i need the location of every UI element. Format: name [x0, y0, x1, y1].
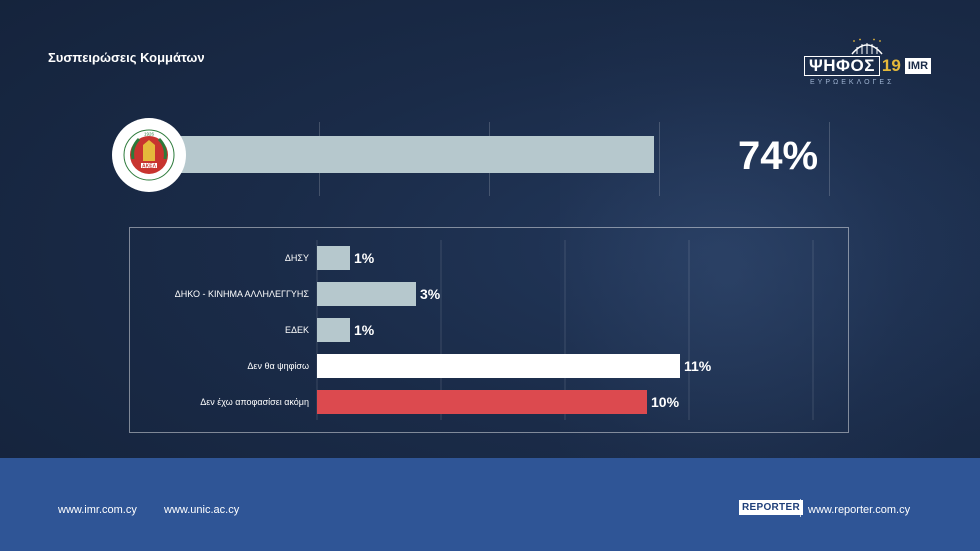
svg-text:ΑΚΕΛ: ΑΚΕΛ: [142, 164, 157, 170]
bar-category-label: ΔΗΣΥ: [284, 253, 309, 263]
top-gridline: [829, 122, 830, 196]
reporter-logo: REPORTER: [739, 500, 803, 515]
footer-divider: [800, 499, 801, 517]
bar-value-label: 3%: [420, 286, 441, 302]
bar-value-label: 1%: [354, 250, 375, 266]
footer: [0, 458, 980, 551]
bar-category-label: Δεν θα ψηφίσω: [247, 361, 309, 371]
akel-emblem-icon: ΑΚΕΛ 1926: [123, 129, 175, 181]
bar-category-label: ΔΗΚΟ - ΚΙΝΗΜΑ ΑΛΛΗΛΕΓΓΥΗΣ: [174, 289, 309, 299]
bar-category-label: ΕΔΕΚ: [284, 325, 309, 335]
svg-text:1926: 1926: [144, 132, 155, 137]
psifos-logo: ΨΗΦΟΣ 19 IMR ΕΥΡΩΕΚΛΟΓΕΣ: [804, 38, 934, 88]
akel-emblem: ΑΚΕΛ 1926: [112, 118, 186, 192]
page-title: Συσπειρώσεις Κομμάτων: [48, 50, 205, 65]
bar: [317, 354, 680, 378]
logo-subtitle: ΕΥΡΩΕΚΛΟΓΕΣ: [810, 79, 895, 86]
bar-value-label: 1%: [354, 322, 375, 338]
bar: [317, 390, 647, 414]
logo-year: 19: [881, 56, 901, 75]
top-party-value: 74%: [738, 134, 819, 178]
top-party-bar: [180, 136, 654, 173]
unic-link[interactable]: www.unic.ac.cy: [164, 504, 240, 516]
chart-panel: [129, 227, 849, 433]
bar: [317, 318, 350, 342]
background-figure: [560, 0, 980, 460]
bar-category-label: Δεν έχω αποφασίσει ακόμη: [200, 397, 309, 407]
logo-word: ΨΗΦΟΣ: [804, 56, 880, 76]
bar: [317, 246, 350, 270]
bar-value-label: 10%: [651, 394, 680, 410]
top-gridline: [659, 122, 660, 196]
imr-logo: IMR: [904, 58, 932, 74]
reporter-link[interactable]: www.reporter.com.cy: [808, 504, 911, 516]
parliament-dome-icon: [851, 38, 883, 55]
imr-link[interactable]: www.imr.com.cy: [58, 504, 137, 516]
bar-value-label: 11%: [684, 358, 712, 374]
bar: [317, 282, 416, 306]
